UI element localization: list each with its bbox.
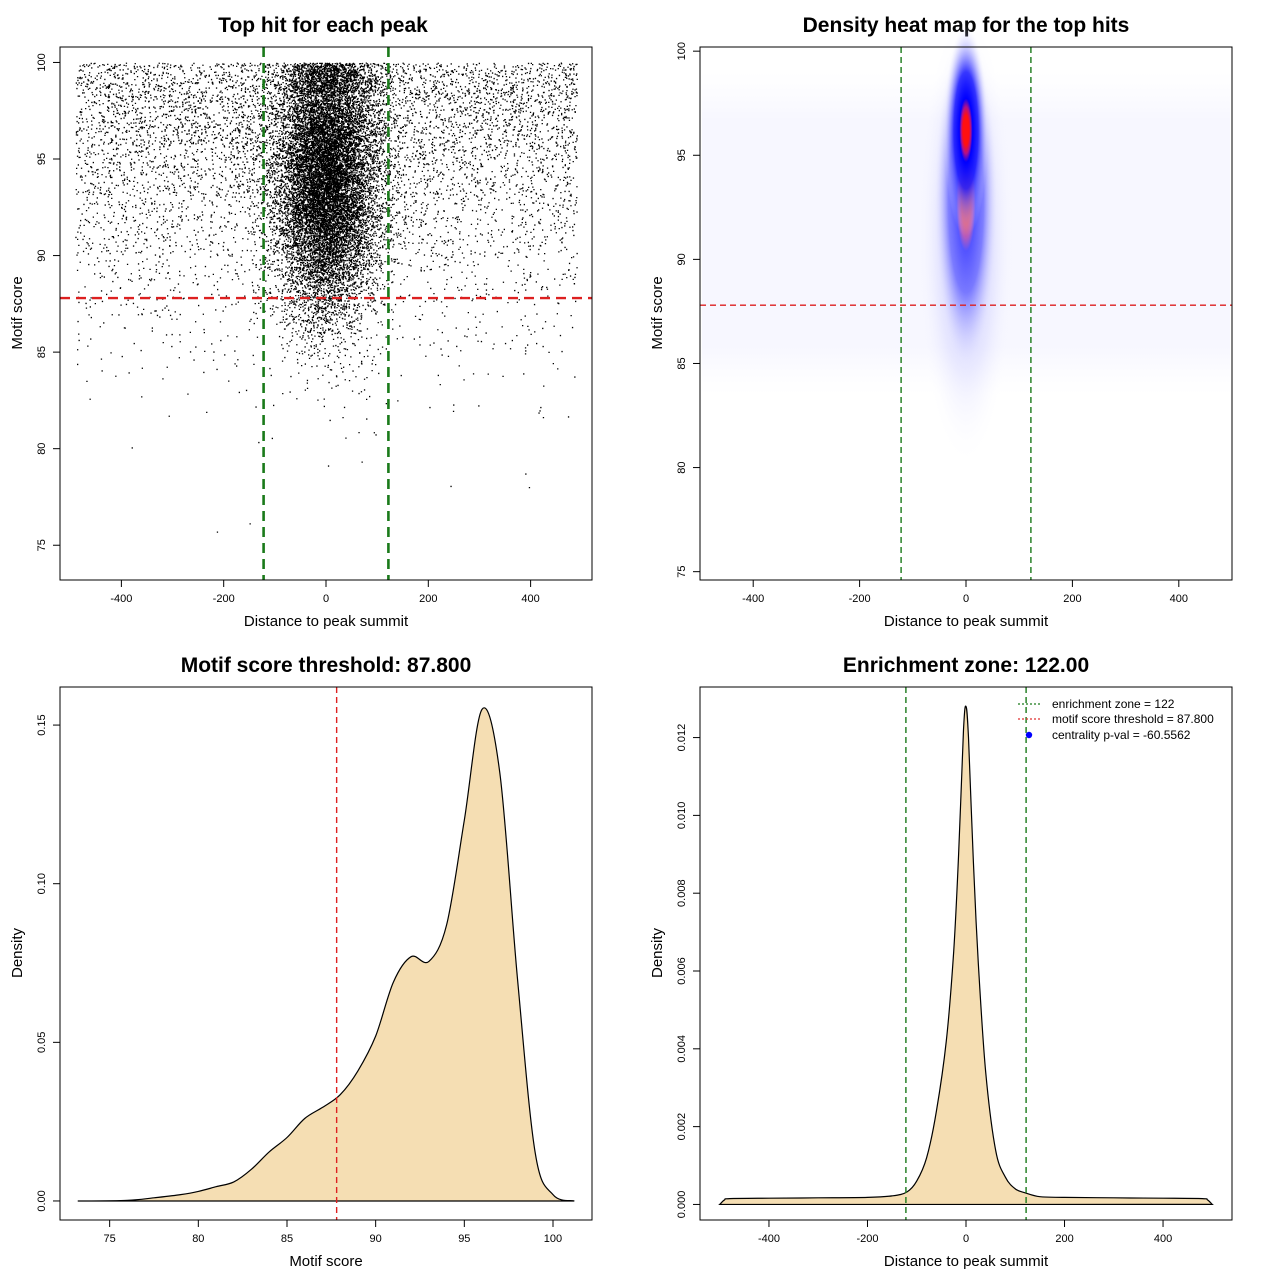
- score-density-xtick-label: 90: [370, 1233, 382, 1245]
- scatter-ytick-label: 80: [36, 443, 48, 455]
- score-density-area: [77, 707, 575, 1202]
- distance-density-xtick-label: 0: [963, 1233, 969, 1245]
- score-density-ticks: 75 80 85 90 95 100 0.00 0.05 0.10 0.15: [36, 714, 562, 1245]
- heatmap-xtick-label: 200: [1063, 593, 1081, 605]
- distance-density-ticks: -400 -200 0 200 400 0.000 0.002 0.004 0.006 0.008…: [676, 724, 1172, 1245]
- score-density-title: Motif score threshold: 87.800: [181, 654, 472, 677]
- score-density-xtick-label: 100: [544, 1233, 562, 1245]
- distance-density-ylabel: Density: [649, 927, 666, 978]
- heatmap-xtick-label: -200: [849, 593, 871, 605]
- heatmap-ytick-label: 85: [676, 357, 688, 369]
- distance-density-ytick-label: 0.006: [676, 957, 688, 985]
- legend: enrichment zone = 122 motif score thresh…: [1018, 697, 1214, 742]
- score-density-xtick-label: 95: [458, 1233, 470, 1245]
- heatmap-ticks: -400 -200 0 200 400 75 80 85 90 95 100: [676, 42, 1188, 605]
- distance-density-ytick-label: 0.000: [676, 1191, 688, 1219]
- scatter-xtick-label: 0: [323, 593, 329, 605]
- distance-density-ytick-label: 0.008: [676, 879, 688, 907]
- legend-centrality-point: [1025, 731, 1033, 739]
- scatter-ticks: -400 -200 0 200 400 75 80 85 90 95 100: [36, 53, 540, 605]
- score-density-plot-box: [59, 686, 593, 1221]
- score-density-ytick-label: 0.15: [36, 714, 48, 735]
- scatter-ytick-label: 90: [36, 249, 48, 261]
- scatter-title: Top hit for each peak: [218, 14, 428, 37]
- score-density-ytick-label: 0.05: [36, 1032, 48, 1053]
- heatmap-xtick-label: 0: [963, 593, 969, 605]
- score-density-panel: Motif score threshold: 87.800 75 80 85 90 95…: [9, 654, 593, 1270]
- distance-density-xtick-label: -200: [856, 1233, 878, 1245]
- legend-zone-label: enrichment zone = 122: [1052, 697, 1175, 711]
- heatmap-density: [702, 9, 1230, 468]
- scatter-plot-box: [59, 46, 593, 581]
- heatmap-xtick-label: -400: [742, 593, 764, 605]
- score-density-ytick-label: 0.00: [36, 1190, 48, 1211]
- scatter-ytick-label: 75: [36, 539, 48, 551]
- scatter-xlabel: Distance to peak summit: [244, 613, 409, 630]
- score-density-xlabel: Motif score: [289, 1253, 362, 1270]
- score-density-ytick-label: 0.10: [36, 873, 48, 894]
- distance-density-xlabel: Distance to peak summit: [884, 1253, 1049, 1270]
- score-density-xtick-label: 85: [281, 1233, 293, 1245]
- heatmap-ytick-label: 100: [676, 42, 688, 60]
- scatter-points: [75, 62, 579, 533]
- heatmap-ytick-label: 95: [676, 149, 688, 161]
- scatter-ytick-label: 85: [36, 346, 48, 358]
- distance-density-ytick-label: 0.010: [676, 802, 688, 830]
- heatmap-ytick-label: 75: [676, 566, 688, 578]
- distance-density-plot-box: [699, 686, 1233, 1221]
- distance-density-area: [718, 705, 1214, 1206]
- scatter-xtick-label: 400: [521, 593, 539, 605]
- distance-density-ytick-label: 0.012: [676, 724, 688, 752]
- heatmap-xtick-label: 400: [1170, 593, 1188, 605]
- scatter-point-cloud: [75, 62, 579, 533]
- distance-density-title: Enrichment zone: 122.00: [843, 654, 1089, 677]
- heatmap-panel: Density heat map for the top hits -400-2…: [649, 9, 1233, 630]
- scatter-xtick-label: 200: [419, 593, 437, 605]
- heatmap-core: [944, 24, 988, 237]
- legend-centrality-label: centrality p-val = -60.5562: [1052, 728, 1191, 742]
- distance-density-ytick-label: 0.002: [676, 1113, 688, 1141]
- score-density-xtick-label: 75: [104, 1233, 116, 1245]
- scatter-ytick-label: 100: [36, 53, 48, 71]
- heatmap-ylabel: Motif score: [649, 276, 666, 349]
- scatter-xtick-label: -400: [110, 593, 132, 605]
- heatmap-ytick-label: 90: [676, 253, 688, 265]
- heatmap-plot-box: [699, 46, 1233, 581]
- distance-density-xtick-label: -400: [758, 1233, 780, 1245]
- scatter-ylabel: Motif score: [9, 276, 26, 349]
- distance-density-xtick-label: 400: [1154, 1233, 1172, 1245]
- heatmap-xlabel: Distance to peak summit: [884, 613, 1049, 630]
- distance-density-ytick-label: 0.004: [676, 1035, 688, 1063]
- distance-density-xtick-label: 200: [1055, 1233, 1073, 1245]
- score-density-xtick-label: 80: [192, 1233, 204, 1245]
- scatter-xtick-label: -200: [213, 593, 235, 605]
- scatter-ytick-label: 95: [36, 153, 48, 165]
- scatter-panel: Top hit for each peak -400 -200 0 200 400 75 8…: [9, 14, 593, 630]
- legend-threshold-label: motif score threshold = 87.800: [1052, 712, 1214, 726]
- distance-density-panel: Enrichment zone: 122.00 -400 -200 0 200 400 0…: [649, 654, 1233, 1270]
- heatmap-ytick-label: 80: [676, 461, 688, 473]
- score-density-ylabel: Density: [9, 927, 26, 978]
